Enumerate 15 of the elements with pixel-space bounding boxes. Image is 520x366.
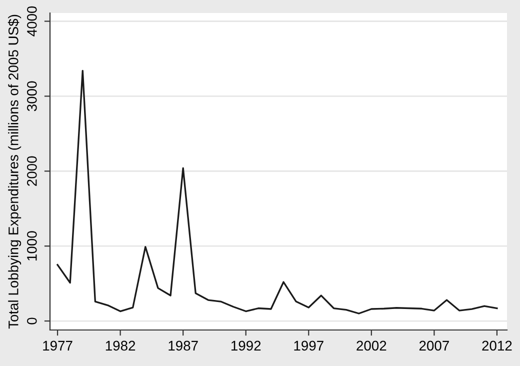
y-tick-label: 4000 (27, 6, 37, 36)
y-axis-title: Total Lobbying Expenditures (millions of 2005 US$) (8, 14, 22, 329)
x-tick-label: 1987 (168, 340, 198, 351)
y-tick-label: 0 (27, 318, 37, 324)
x-tick-label: 2002 (356, 340, 386, 351)
x-tick-label: 1977 (43, 340, 72, 351)
y-tick-label: 1000 (27, 231, 37, 260)
line-series (56, 70, 498, 314)
y-tick-label: 2000 (27, 156, 37, 186)
x-tick-label: 1992 (231, 340, 261, 351)
x-tick-label: 2007 (419, 340, 449, 351)
x-tick-label: 2012 (482, 340, 512, 351)
y-tick-label: 3000 (27, 81, 37, 112)
x-tick-label: 1997 (294, 340, 324, 351)
x-tick-label: 1982 (106, 340, 136, 351)
